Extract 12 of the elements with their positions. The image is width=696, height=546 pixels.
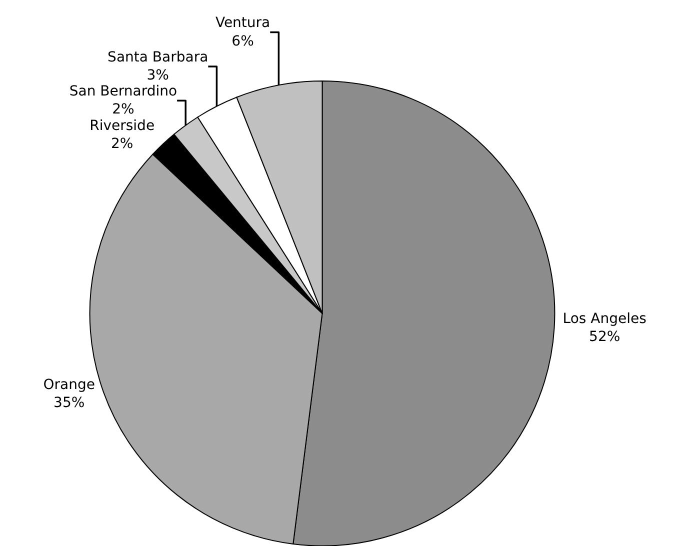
data-label: 52% — [589, 329, 620, 346]
slice-label: Orange — [43, 377, 95, 394]
slice-label: Santa Barbara — [108, 49, 208, 66]
data-label: 2% — [110, 136, 134, 152]
data-label: 3% — [146, 68, 169, 84]
data-label: 35% — [54, 395, 85, 412]
slice-label: Ventura — [215, 15, 270, 32]
data-label: 6% — [232, 33, 254, 50]
slice-label: Riverside — [90, 118, 155, 134]
data-label: 2% — [112, 102, 134, 118]
slice-label: San Bernardino — [69, 84, 178, 100]
slice-label: Los Angeles — [562, 310, 646, 327]
